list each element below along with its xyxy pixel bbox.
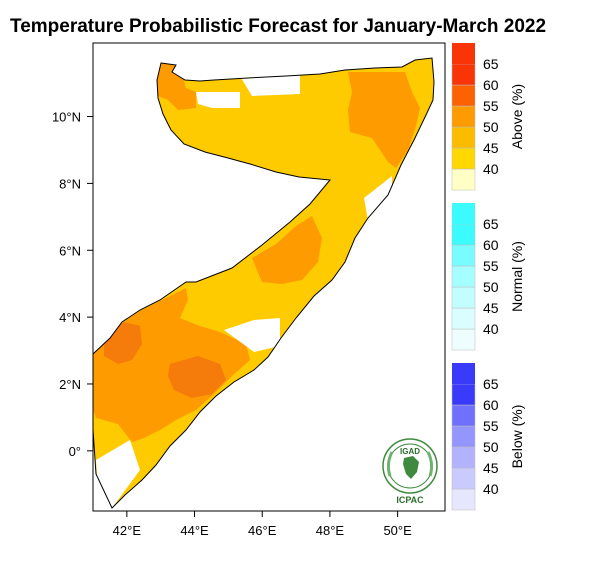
legend-tick-label: 65	[483, 56, 499, 72]
legend-tick-label: 45	[483, 460, 499, 476]
x-tick-label: 42°E	[113, 523, 142, 538]
legend-swatch	[451, 265, 476, 288]
above-50-northeast	[348, 72, 420, 168]
legend-title: Above (%)	[509, 84, 525, 149]
legend-title: Below (%)	[509, 405, 525, 469]
x-axis: 42°E 44°E 46°E 48°E 50°E	[113, 511, 412, 538]
legend-swatch	[451, 328, 476, 351]
legend-tick-label: 40	[483, 481, 499, 497]
legend-swatch	[451, 244, 476, 267]
y-tick-label: 4°N	[59, 310, 81, 325]
x-tick-label: 50°E	[383, 523, 412, 538]
legend-tick-label: 60	[483, 77, 499, 93]
y-tick-label: 10°N	[52, 110, 81, 125]
legend-swatch	[451, 63, 476, 86]
legend-tick-label: 50	[483, 439, 499, 455]
y-tick-label: 2°N	[59, 377, 81, 392]
y-axis: 0° 2°N 4°N 6°N 8°N 10°N	[52, 110, 93, 459]
legend-tick-label: 65	[483, 376, 499, 392]
x-tick-label: 46°E	[248, 523, 277, 538]
legend-swatch-top	[452, 363, 475, 384]
x-tick-label: 48°E	[316, 523, 345, 538]
legend-tick-label: 60	[483, 397, 499, 413]
y-tick-label: 0°	[69, 444, 81, 459]
legend-tick-label: 55	[483, 98, 499, 114]
legend-swatch	[451, 404, 476, 427]
above-55-south-core	[168, 356, 226, 398]
legend-tick-label: 40	[483, 161, 499, 177]
legend-swatch	[451, 383, 476, 406]
legend-tick-label: 50	[483, 279, 499, 295]
icpac-logo: IGAD ICPAC	[382, 438, 438, 505]
legend-swatch-top	[452, 43, 475, 64]
no-data-south-coast	[224, 318, 280, 352]
legend-swatch-top	[452, 203, 475, 224]
no-data-north-coast	[196, 92, 240, 108]
legend-tick-label: 60	[483, 237, 499, 253]
legend-swatch	[451, 446, 476, 469]
legend-swatch	[451, 223, 476, 246]
legend-swatch	[451, 126, 476, 149]
legend-swatch	[451, 307, 476, 330]
legend-swatch	[451, 467, 476, 490]
x-tick-label: 44°E	[180, 523, 209, 538]
legend-tick-label: 50	[483, 119, 499, 135]
legend-title: Normal (%)	[509, 241, 525, 312]
legend-swatch	[451, 84, 476, 107]
legend-swatch	[451, 488, 476, 511]
legend-swatch	[451, 286, 476, 309]
above-50-central	[252, 216, 322, 284]
legend-tick-label: 40	[483, 321, 499, 337]
legend-tick-label: 55	[483, 258, 499, 274]
y-tick-label: 8°N	[59, 176, 81, 191]
legend-swatch	[451, 168, 476, 191]
legend-tick-label: 45	[483, 140, 499, 156]
legend-swatch	[451, 147, 476, 170]
logo-bottom-text: ICPAC	[396, 495, 424, 505]
legend-swatch	[451, 425, 476, 448]
legend: 40 45 50 55 60 65 Above (%) 40 45 50 55 60 65 Normal …	[451, 43, 525, 511]
no-data-north-east	[240, 74, 300, 96]
page-title: Temperature Probabilistic Forecast for J…	[10, 16, 547, 37]
legend-tick-label: 55	[483, 418, 499, 434]
legend-tick-label: 45	[483, 300, 499, 316]
logo-top-text: IGAD	[400, 447, 420, 456]
legend-tick-label: 65	[483, 216, 499, 232]
above-50-nw-tip	[155, 60, 196, 110]
y-tick-label: 6°N	[59, 243, 81, 258]
no-data-far-south	[96, 440, 140, 508]
legend-swatch	[451, 105, 476, 128]
